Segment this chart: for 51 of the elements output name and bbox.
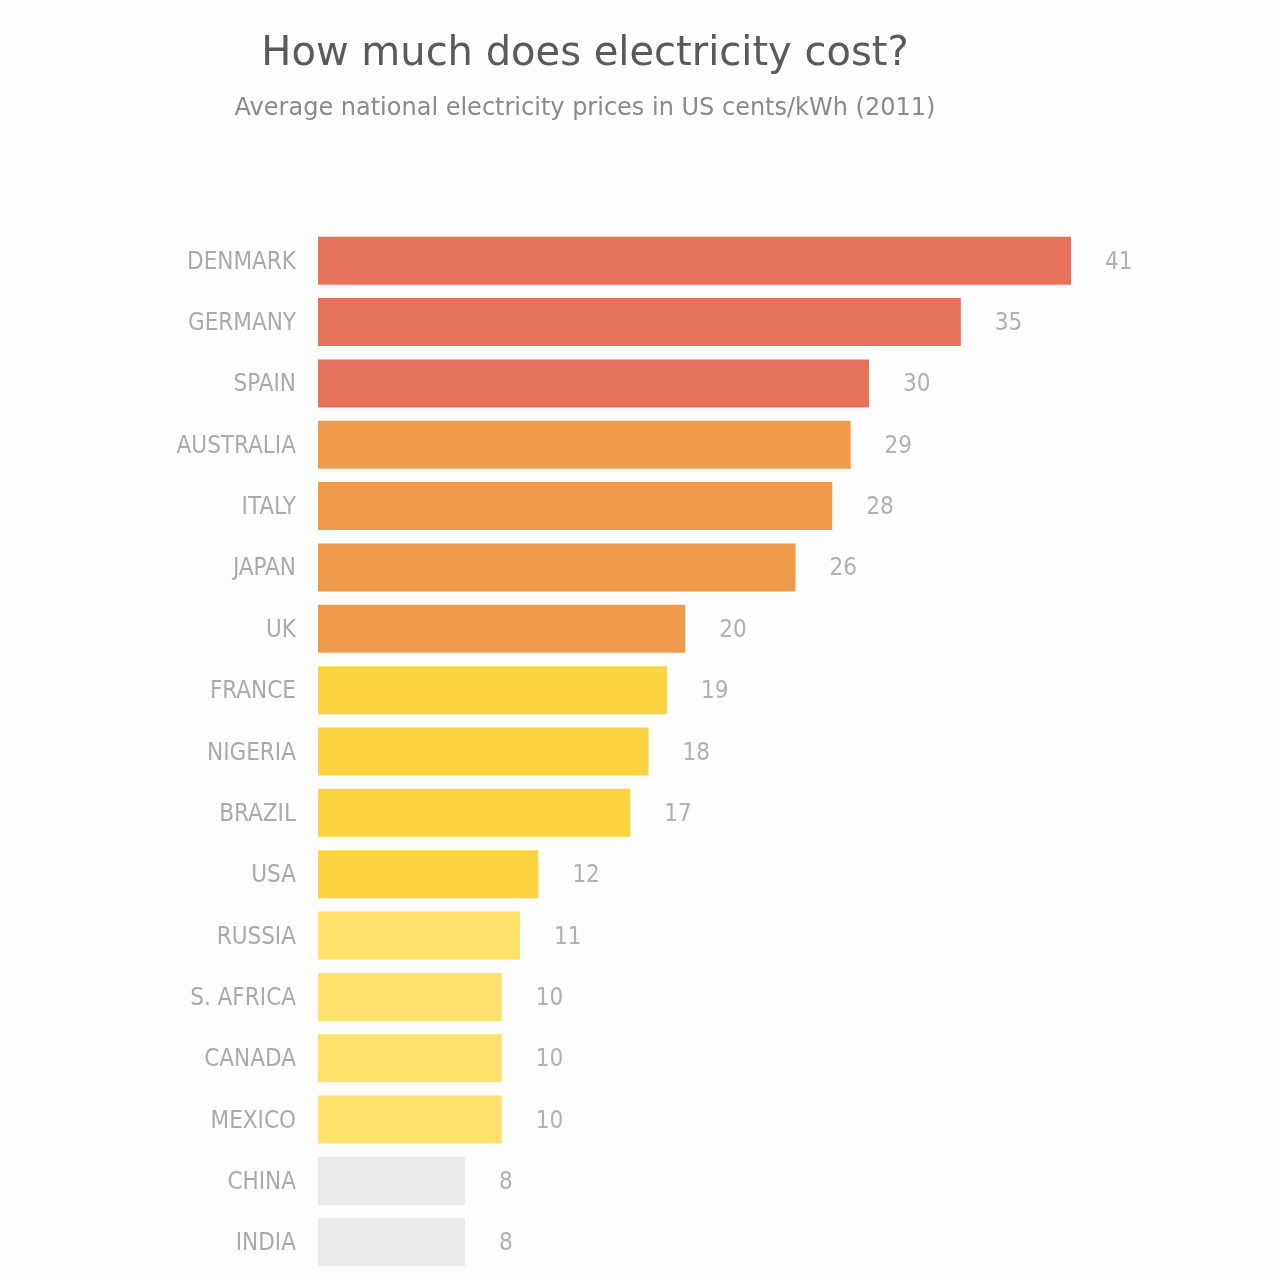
data-label: 35 <box>994 308 1023 337</box>
data-label: 8 <box>498 1166 513 1195</box>
bar <box>318 236 1071 285</box>
bar <box>318 298 961 347</box>
y-tick-label: FRANCE <box>209 676 296 705</box>
y-tick-label: GERMANY <box>187 308 297 337</box>
bar <box>318 788 631 837</box>
data-label: 20 <box>719 614 747 643</box>
y-tick-label: INDIA <box>235 1228 297 1257</box>
y-tick-label: DENMARK <box>187 246 297 275</box>
data-label: 26 <box>829 553 857 582</box>
y-tick-label: S. AFRICA <box>190 982 297 1011</box>
y-tick-label: UK <box>266 614 297 643</box>
bar <box>318 359 869 408</box>
y-tick-label: USA <box>251 860 297 889</box>
chart-subtitle: Average national electricity prices in US cents/kWh (2011) <box>234 93 936 121</box>
data-label: 10 <box>535 1044 564 1073</box>
bar <box>318 420 851 469</box>
data-label: 28 <box>866 492 894 521</box>
data-label: 19 <box>700 676 729 705</box>
data-label: 41 <box>1105 246 1133 275</box>
y-tick-label: AUSTRALIA <box>176 430 297 459</box>
y-tick-label: ITALY <box>241 492 297 521</box>
bar <box>318 666 667 715</box>
y-tick-label: NIGERIA <box>206 737 297 766</box>
chart-title: How much does electricity cost? <box>261 28 909 74</box>
data-label: 12 <box>572 860 600 889</box>
data-label: 29 <box>884 430 913 459</box>
y-tick-label: RUSSIA <box>216 921 297 950</box>
data-label: 10 <box>535 982 564 1011</box>
bar <box>318 1095 502 1144</box>
y-tick-label: CHINA <box>227 1166 297 1195</box>
data-label: 30 <box>902 369 931 398</box>
bar <box>318 1034 502 1083</box>
y-tick-label: JAPAN <box>230 553 296 582</box>
data-label: 10 <box>535 1105 564 1134</box>
bar <box>318 850 539 899</box>
bar <box>318 543 796 592</box>
y-tick-label: CANADA <box>204 1044 297 1073</box>
bar <box>318 911 521 960</box>
bar <box>318 972 502 1021</box>
bar <box>318 727 649 776</box>
data-label: 17 <box>664 798 692 827</box>
data-label: 8 <box>498 1228 513 1257</box>
y-tick-label: SPAIN <box>233 369 296 398</box>
data-label: 11 <box>554 921 582 950</box>
bar <box>318 482 833 531</box>
bar <box>318 604 686 653</box>
data-label: 18 <box>682 737 711 766</box>
y-tick-label: BRAZIL <box>219 798 296 827</box>
y-tick-label: MEXICO <box>210 1105 296 1134</box>
